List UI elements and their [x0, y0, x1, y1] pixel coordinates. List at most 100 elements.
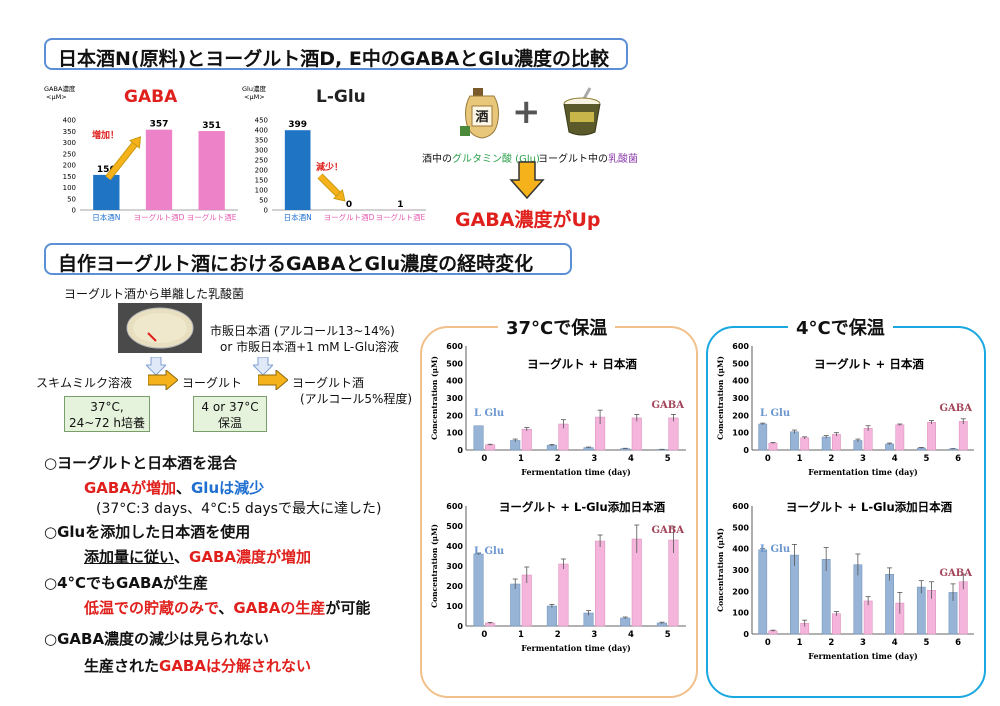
glu-bar — [473, 425, 484, 451]
glu-bar — [916, 586, 926, 635]
bullet-1: ○ヨーグルトと日本酒を混合 — [44, 454, 238, 472]
alcohol-label: (アルコール5%程度) — [300, 392, 413, 406]
petri-dish-photo — [118, 303, 202, 353]
chart-title: ヨーグルト + L-Glu添加日本酒 — [786, 500, 953, 514]
gaba-bar — [958, 421, 968, 451]
bar-value-label: 0 — [346, 200, 352, 210]
y-tick-label: 400 — [255, 127, 268, 135]
glu-bar — [546, 444, 557, 451]
gaba-bar — [768, 442, 778, 451]
gaba-bar — [958, 581, 968, 635]
y-tick-label: 100 — [732, 609, 749, 618]
gaba-up-result: GABA濃度がUp — [455, 209, 601, 231]
x-tick-label: 2 — [555, 630, 561, 640]
y-tick-label: 0 — [72, 207, 76, 215]
y-tick-label: 100 — [732, 429, 749, 438]
bar — [93, 174, 120, 210]
y-tick-label: 0 — [457, 622, 463, 631]
x-category-label: 日本酒N — [284, 212, 312, 222]
bar-value-label: 351 — [202, 121, 221, 131]
x-tick-label: 5 — [665, 454, 671, 464]
x-tick-label: 1 — [518, 454, 524, 464]
gaba-bar — [485, 444, 496, 451]
y-tick-label: 300 — [63, 139, 76, 147]
mid-section-title: 自作ヨーグルト酒におけるGABAとGlu濃度の経時変化 — [44, 243, 572, 275]
x-tick-label: 3 — [591, 630, 597, 640]
x-tick-label: 0 — [765, 638, 771, 648]
y-tick-label: 500 — [446, 522, 463, 531]
x-tick-label: 0 — [481, 454, 487, 464]
gaba-bar-chart: GABA GABA濃度<μM> 0 50 100 150 200 250 300 350 400 15… — [44, 84, 238, 222]
gaba-series-label: GABA — [651, 525, 684, 536]
y-tick-label: 0 — [264, 207, 268, 215]
x-tick-label: 6 — [955, 454, 961, 464]
sake-source-line2: or 市販日本酒+1 mM L-Glu溶液 — [220, 340, 399, 354]
chart-title: ヨーグルト + 日本酒 — [814, 357, 924, 371]
y-tick-label: 250 — [255, 157, 268, 165]
bullet-4-detail: 生産されたGABAは分解されない — [84, 657, 311, 675]
x-tick-label: 2 — [828, 638, 834, 648]
y-tick-label: 600 — [732, 502, 749, 511]
chart-title: L-Glu — [316, 87, 366, 107]
gaba-bar — [895, 424, 905, 451]
y-tick-label: 100 — [446, 602, 463, 611]
panel-4c-title: 4°Cで保温 — [788, 314, 893, 340]
x-tick-label: 4 — [628, 454, 634, 464]
glu-series-label: L Glu — [760, 544, 790, 555]
bar-value-label: 1 — [397, 200, 403, 210]
gaba-bar — [595, 540, 606, 627]
x-tick-label: 1 — [797, 638, 803, 648]
y-tick-label: 150 — [255, 177, 268, 185]
gaba-bar — [521, 428, 532, 451]
glu-bar — [510, 440, 521, 451]
y-tick-label: 350 — [63, 128, 76, 136]
y-axis-label: Glu濃度 — [242, 84, 266, 93]
gaba-bar — [631, 417, 642, 451]
y-tick-label: 200 — [255, 167, 268, 175]
trend-annotation: 減少！ — [316, 161, 343, 173]
y-tick-label: 100 — [63, 184, 76, 192]
sake-glu-label: 酒中のグルタミン酸 (Glu) — [422, 154, 540, 165]
y-tick-label: 300 — [732, 566, 749, 575]
bullet-1-note: (37°C:3 days、4°C:5 daysで最大に達した) — [96, 501, 382, 517]
bullet-4: ○GABA濃度の減少は見られない — [44, 630, 270, 648]
y-tick-label: 300 — [446, 562, 463, 571]
right-arrow-1-icon — [148, 370, 178, 390]
y-tick-label: 200 — [446, 582, 463, 591]
y-tick-label: 600 — [446, 502, 463, 511]
culture-condition-box: 37°C, 24~72 h培養 — [64, 396, 150, 432]
x-tick-label: 1 — [797, 454, 803, 464]
x-tick-label: 5 — [665, 630, 671, 640]
glu-bar — [758, 549, 768, 635]
panel-37c-title: 37°Cで保温 — [498, 314, 616, 340]
y-tick-label: 400 — [446, 377, 463, 386]
bullet-1-detail: GABAが増加、Gluは減少 — [84, 479, 265, 497]
x-tick-label: 3 — [860, 454, 866, 464]
y-tick-label: 450 — [255, 117, 268, 125]
sake-source-line1: 市販日本酒 (アルコール13~14%) — [210, 324, 395, 338]
glu-bar — [853, 440, 863, 451]
y-tick-label: 300 — [732, 394, 749, 403]
glu-bar — [473, 553, 484, 627]
gaba-series-label: GABA — [939, 403, 972, 414]
gaba-bar — [800, 437, 810, 451]
bullet-2: ○Gluを添加した日本酒を使用 — [44, 523, 251, 541]
y-tick-label: 300 — [446, 394, 463, 403]
chart-title: ヨーグルト + 日本酒 — [527, 357, 637, 371]
isolated-lab-label: ヨーグルト酒から単離した乳酸菌 — [64, 287, 245, 301]
y-tick-label: 400 — [732, 377, 749, 386]
bullet-3-detail: 低温での貯蔵のみで、GABAの生産が可能 — [84, 599, 371, 617]
y-axis-unit: <μM> — [244, 93, 265, 101]
storage-condition-box: 4 or 37°C 保温 — [193, 396, 267, 432]
y-axis-label: Concentration (μM) — [716, 528, 725, 612]
x-category-label: ヨーグルト酒E — [375, 212, 425, 222]
chart-title: ヨーグルト + L-Glu添加日本酒 — [499, 500, 666, 514]
x-tick-label: 2 — [828, 454, 834, 464]
y-tick-label: 200 — [732, 411, 749, 420]
gaba-bar — [668, 417, 679, 451]
chart-4c-yogurt-sake: 0 100 200 300 400 500 600 Concentration (μM) ヨーグ… — [716, 342, 974, 477]
x-tick-label: 4 — [892, 638, 898, 648]
trend-arrow-icon — [105, 136, 142, 181]
x-axis-label: Fermentation time (day) — [521, 643, 631, 653]
y-tick-label: 500 — [446, 359, 463, 368]
